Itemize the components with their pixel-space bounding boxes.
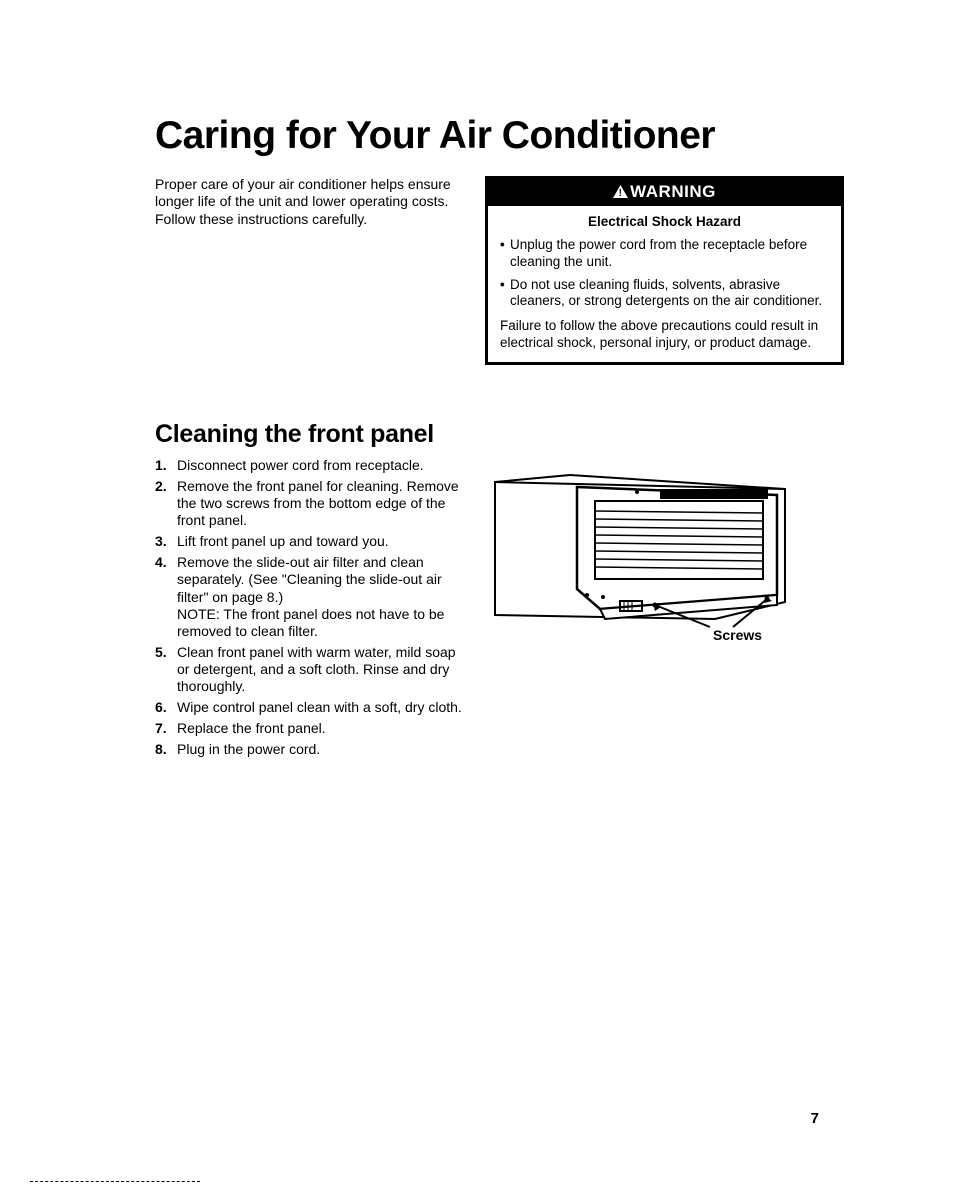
warning-header: ! WARNING: [488, 179, 841, 206]
intro-paragraph: Proper care of your air conditioner help…: [155, 176, 455, 229]
warning-subtitle: Electrical Shock Hazard: [500, 214, 829, 231]
step-item: Lift front panel up and toward you.: [155, 533, 465, 550]
step-item: Disconnect power cord from receptacle.: [155, 457, 465, 474]
warning-box: ! WARNING Electrical Shock Hazard Unplug…: [485, 176, 844, 365]
page-number: 7: [811, 1110, 819, 1127]
steps-list: Disconnect power cord from receptacle. R…: [155, 457, 465, 762]
warning-bullet: Do not use cleaning fluids, solvents, ab…: [500, 277, 829, 311]
step-item: Wipe control panel clean with a soft, dr…: [155, 699, 465, 716]
svg-text:!: !: [619, 188, 623, 198]
step-item: Replace the front panel.: [155, 720, 465, 737]
ac-unit-illustration: Screws: [485, 457, 844, 652]
step-item: Remove the slide-out air filter and clea…: [155, 554, 465, 639]
step-item: Plug in the power cord.: [155, 741, 465, 758]
screws-label: Screws: [713, 627, 762, 643]
step-item: Clean front panel with warm water, mild …: [155, 644, 465, 695]
page-title: Caring for Your Air Conditioner: [155, 115, 844, 158]
footer-divider: [30, 1181, 200, 1182]
warning-triangle-icon: !: [613, 185, 628, 198]
step-item: Remove the front panel for cleaning. Rem…: [155, 478, 465, 529]
warning-header-text: WARNING: [630, 182, 716, 202]
warning-bullet-list: Unplug the power cord from the receptacl…: [500, 237, 829, 311]
section-title: Cleaning the front panel: [155, 420, 844, 449]
warning-footer-text: Failure to follow the above precautions …: [500, 318, 829, 352]
warning-bullet: Unplug the power cord from the receptacl…: [500, 237, 829, 271]
